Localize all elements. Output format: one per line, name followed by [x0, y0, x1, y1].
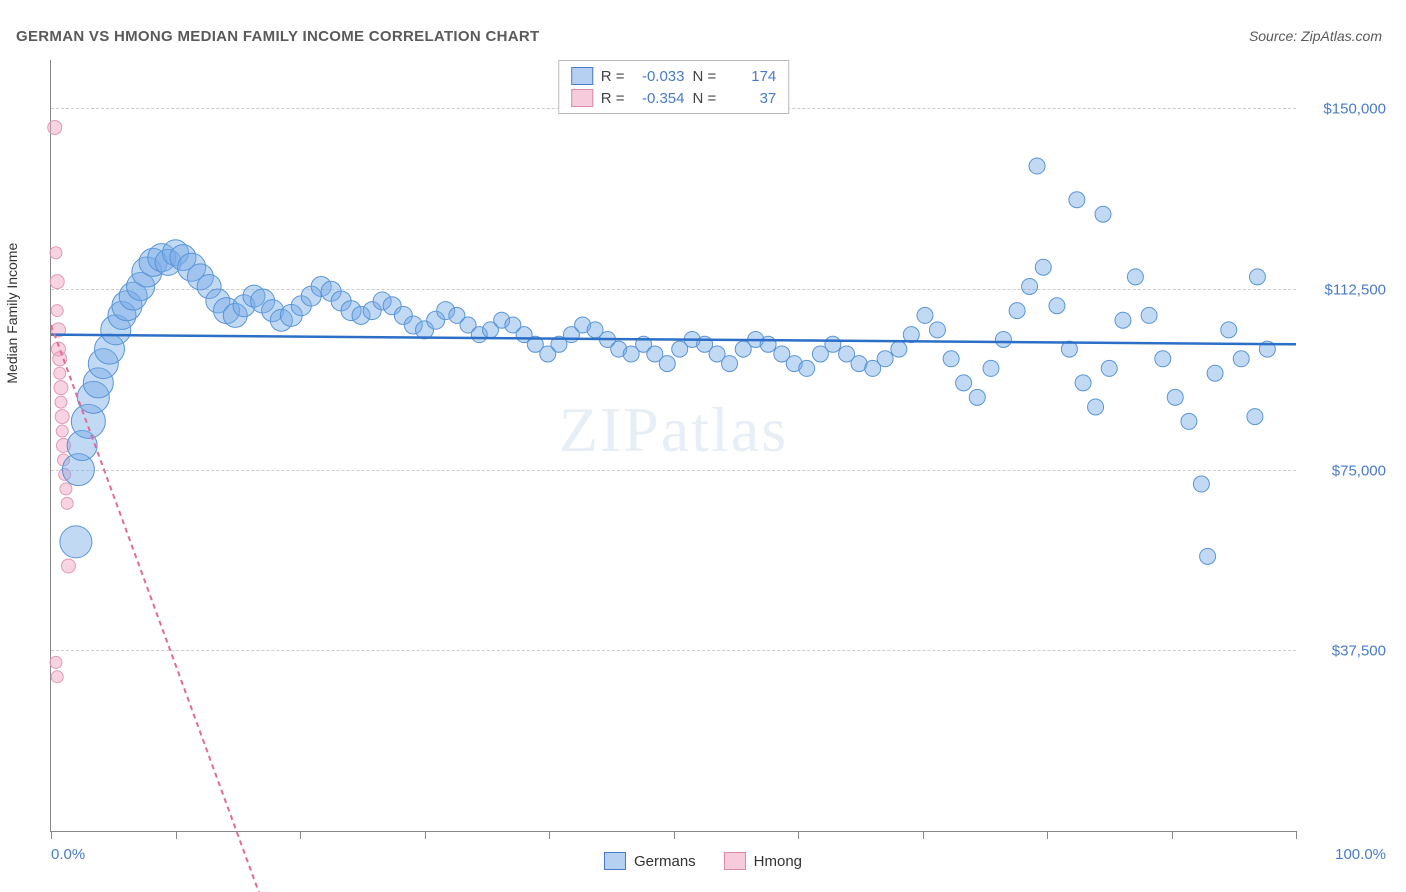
y-axis-label: Median Family Income: [4, 243, 20, 384]
hmong-points: [48, 120, 76, 682]
germans-trendline: [51, 335, 1296, 345]
germans-points: [60, 158, 1275, 564]
swatch-blue-icon: [604, 852, 626, 870]
legend-item-germans: Germans: [604, 852, 696, 870]
y-tick-label: $37,500: [1306, 643, 1386, 660]
r-label-2: R =: [601, 90, 625, 107]
x-tick: [674, 831, 675, 839]
chart-container: GERMAN VS HMONG MEDIAN FAMILY INCOME COR…: [0, 0, 1406, 892]
x-tick: [425, 831, 426, 839]
hmong-n-value: 37: [724, 90, 776, 107]
swatch-pink-icon: [571, 89, 593, 107]
x-tick: [300, 831, 301, 839]
x-tick: [798, 831, 799, 839]
swatch-pink-icon: [724, 852, 746, 870]
x-tick: [1172, 831, 1173, 839]
x-tick: [1047, 831, 1048, 839]
chart-plot-area: ZIPatlas $37,500$75,000$112,500$150,000 …: [50, 60, 1296, 832]
legend-germans-label: Germans: [634, 853, 696, 870]
germans-r-value: -0.033: [633, 68, 685, 85]
r-label: R =: [601, 68, 625, 85]
bottom-legend: Germans Hmong: [604, 852, 802, 870]
hmong-r-value: -0.354: [633, 90, 685, 107]
x-tick: [51, 831, 52, 839]
source-attribution: Source: ZipAtlas.com: [1249, 28, 1382, 44]
stats-row-hmong: R = -0.354 N = 37: [571, 87, 777, 109]
stats-row-germans: R = -0.033 N = 174: [571, 65, 777, 87]
legend-item-hmong: Hmong: [724, 852, 802, 870]
swatch-blue-icon: [571, 67, 593, 85]
stats-legend-box: R = -0.033 N = 174 R = -0.354 N = 37: [558, 60, 790, 114]
n-label: N =: [693, 68, 717, 85]
y-tick-label: $150,000: [1306, 101, 1386, 118]
legend-hmong-label: Hmong: [754, 853, 802, 870]
x-right-label: 100.0%: [1335, 846, 1386, 863]
chart-title: GERMAN VS HMONG MEDIAN FAMILY INCOME COR…: [16, 28, 539, 45]
y-tick-label: $75,000: [1306, 462, 1386, 479]
x-tick: [549, 831, 550, 839]
x-tick: [1296, 831, 1297, 839]
x-left-label: 0.0%: [51, 846, 85, 863]
x-tick: [176, 831, 177, 839]
hmong-trendline: [51, 325, 1296, 892]
source-name: ZipAtlas.com: [1301, 28, 1382, 44]
x-tick: [923, 831, 924, 839]
scatter-svg: [51, 60, 1296, 831]
germans-n-value: 174: [724, 68, 776, 85]
source-label: Source:: [1249, 28, 1297, 44]
n-label-2: N =: [693, 90, 717, 107]
y-tick-label: $112,500: [1306, 281, 1386, 298]
